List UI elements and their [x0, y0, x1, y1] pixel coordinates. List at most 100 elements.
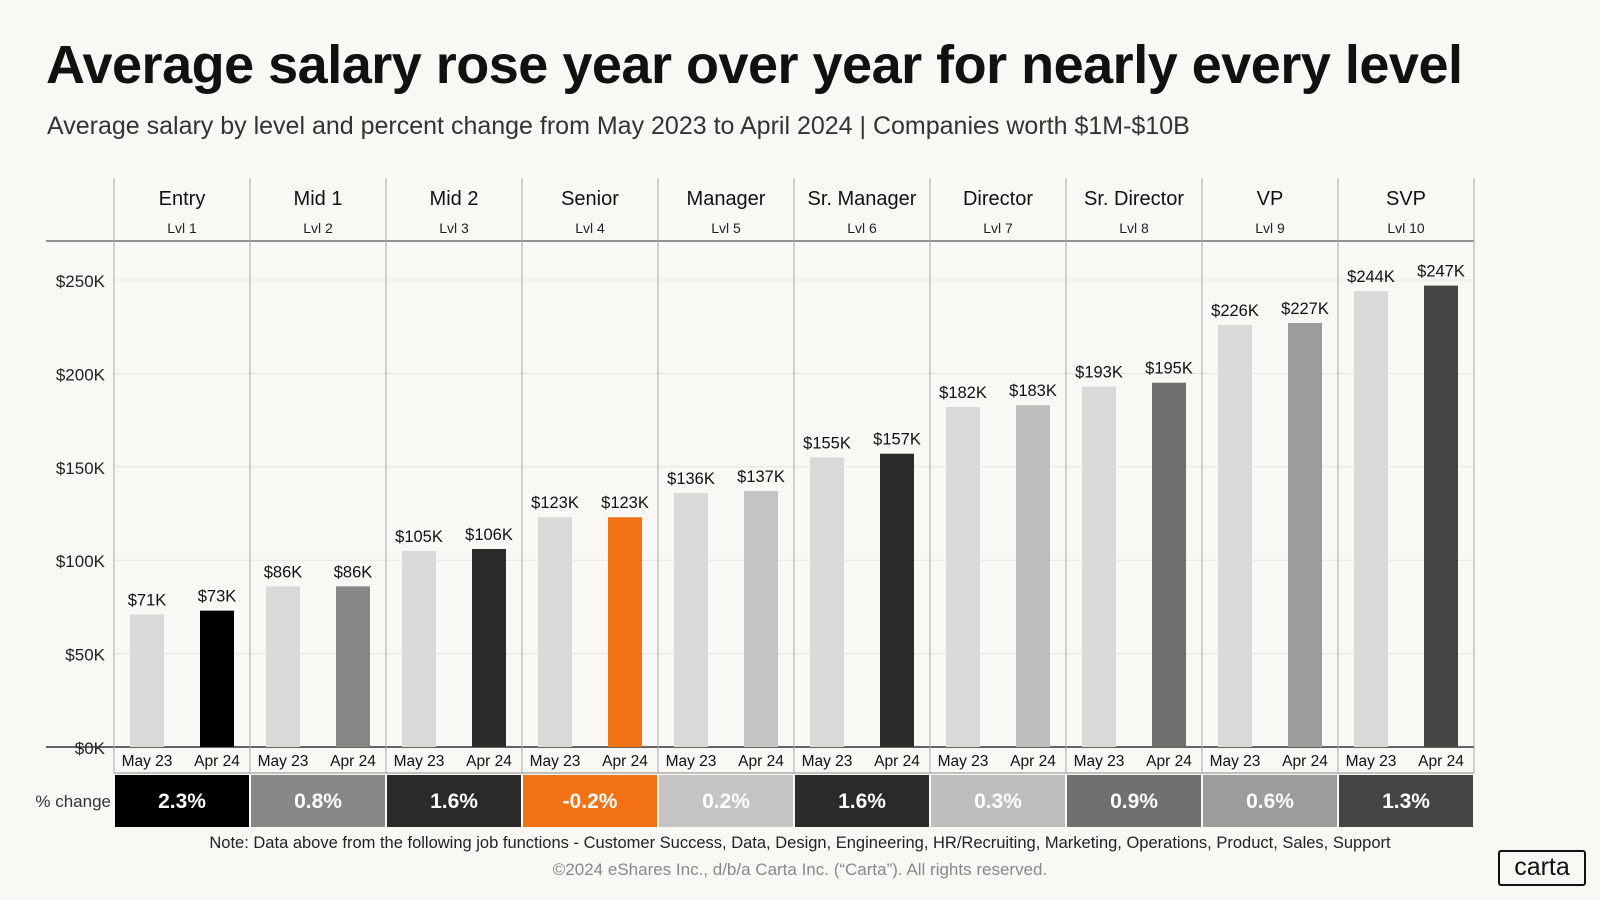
value-label-apr24: $195K [1145, 360, 1193, 378]
value-label-may23: $226K [1211, 302, 1259, 320]
change-value: 1.6% [838, 790, 886, 813]
x-tick-label: Apr 24 [466, 753, 512, 770]
change-cell [251, 775, 385, 827]
x-tick-label: Apr 24 [1146, 753, 1192, 770]
level-number: Lvl 3 [439, 220, 469, 236]
bar-apr24 [744, 491, 778, 747]
change-cell [523, 775, 657, 827]
level-number: Lvl 4 [575, 220, 605, 236]
level-name: Senior [561, 188, 619, 210]
page-subtitle: Average salary by level and percent chan… [47, 112, 1190, 140]
bar-may23 [1082, 386, 1116, 747]
change-cell [795, 775, 929, 827]
value-label-apr24: $123K [601, 494, 649, 512]
level-number: Lvl 5 [711, 220, 741, 236]
value-label-may23: $71K [128, 591, 167, 609]
level-name: Manager [687, 188, 766, 210]
y-tick-label: $200K [56, 365, 106, 384]
x-tick-label: May 23 [802, 753, 853, 770]
change-cell [659, 775, 793, 827]
x-tick-label: Apr 24 [1418, 753, 1464, 770]
x-tick-label: May 23 [1210, 753, 1261, 770]
level-number: Lvl 10 [1387, 220, 1425, 236]
bar-apr24 [1152, 382, 1186, 747]
value-label-apr24: $73K [198, 588, 237, 606]
bar-apr24 [1016, 405, 1050, 747]
bar-may23 [538, 517, 572, 747]
bar-may23 [810, 457, 844, 747]
change-value: 0.2% [702, 790, 750, 813]
value-label-may23: $123K [531, 494, 579, 512]
bar-apr24 [200, 610, 234, 747]
level-number: Lvl 6 [847, 220, 877, 236]
value-label-may23: $244K [1347, 268, 1395, 286]
bar-may23 [674, 492, 708, 747]
x-tick-label: May 23 [394, 753, 445, 770]
change-cell [1203, 775, 1337, 827]
change-value: 0.8% [294, 790, 342, 813]
level-number: Lvl 1 [167, 220, 197, 236]
value-label-apr24: $183K [1009, 382, 1057, 400]
level-name: Entry [159, 188, 206, 210]
x-tick-label: Apr 24 [330, 753, 376, 770]
x-tick-label: Apr 24 [1010, 753, 1056, 770]
salary-bar-chart: $0K $50K $100K $150K $200K $250K % change Entry… [35, 178, 1475, 827]
change-value: 2.3% [158, 790, 206, 813]
x-tick-label: May 23 [1074, 753, 1125, 770]
bar-may23 [402, 550, 436, 747]
bar-apr24 [608, 517, 642, 747]
value-label-apr24: $227K [1281, 300, 1329, 318]
bar-may23 [1218, 324, 1252, 747]
bar-may23 [946, 407, 980, 747]
level-name: Director [963, 188, 1033, 210]
change-cell [387, 775, 521, 827]
value-label-apr24: $106K [465, 526, 513, 544]
level-number: Lvl 9 [1255, 220, 1285, 236]
x-tick-label: May 23 [938, 753, 989, 770]
value-label-may23: $155K [803, 434, 851, 452]
x-tick-label: Apr 24 [194, 753, 240, 770]
x-tick-label: May 23 [122, 753, 173, 770]
bar-apr24 [880, 453, 914, 747]
y-tick-label: $150K [56, 459, 106, 478]
change-cell [115, 775, 249, 827]
value-label-may23: $105K [395, 528, 443, 546]
x-tick-label: May 23 [258, 753, 309, 770]
change-value: -0.2% [563, 790, 618, 813]
level-number: Lvl 8 [1119, 220, 1149, 236]
change-value: 1.6% [430, 790, 478, 813]
x-tick-label: Apr 24 [602, 753, 648, 770]
change-value: 1.3% [1382, 790, 1430, 813]
y-tick-label: $250K [56, 272, 106, 291]
y-tick-label: $100K [56, 552, 106, 571]
x-tick-label: May 23 [1346, 753, 1397, 770]
change-value: 0.6% [1246, 790, 1294, 813]
x-tick-label: Apr 24 [738, 753, 784, 770]
bar-may23 [266, 586, 300, 747]
change-value: 0.9% [1110, 790, 1158, 813]
change-value: 0.3% [974, 790, 1022, 813]
value-label-apr24: $247K [1417, 263, 1465, 281]
level-number: Lvl 7 [983, 220, 1013, 236]
change-cell [931, 775, 1065, 827]
page-title: Average salary rose year over year for n… [46, 35, 1463, 95]
value-label-may23: $136K [667, 470, 715, 488]
level-name: SVP [1386, 188, 1426, 210]
x-tick-label: May 23 [530, 753, 581, 770]
bar-may23 [1354, 291, 1388, 747]
level-name: Mid 1 [294, 188, 343, 210]
x-tick-label: Apr 24 [1282, 753, 1328, 770]
y-tick-label: $50K [65, 646, 105, 665]
level-name: VP [1257, 188, 1284, 210]
change-cell [1067, 775, 1201, 827]
bar-apr24 [1424, 285, 1458, 747]
bar-may23 [130, 614, 164, 747]
level-name: Sr. Director [1084, 188, 1184, 210]
value-label-may23: $182K [939, 384, 987, 402]
level-name: Mid 2 [430, 188, 479, 210]
bar-apr24 [472, 548, 506, 747]
carta-logo: carta [1498, 850, 1586, 886]
value-label-apr24: $137K [737, 468, 785, 486]
change-row-label: % change [35, 792, 111, 811]
change-cell [1339, 775, 1473, 827]
